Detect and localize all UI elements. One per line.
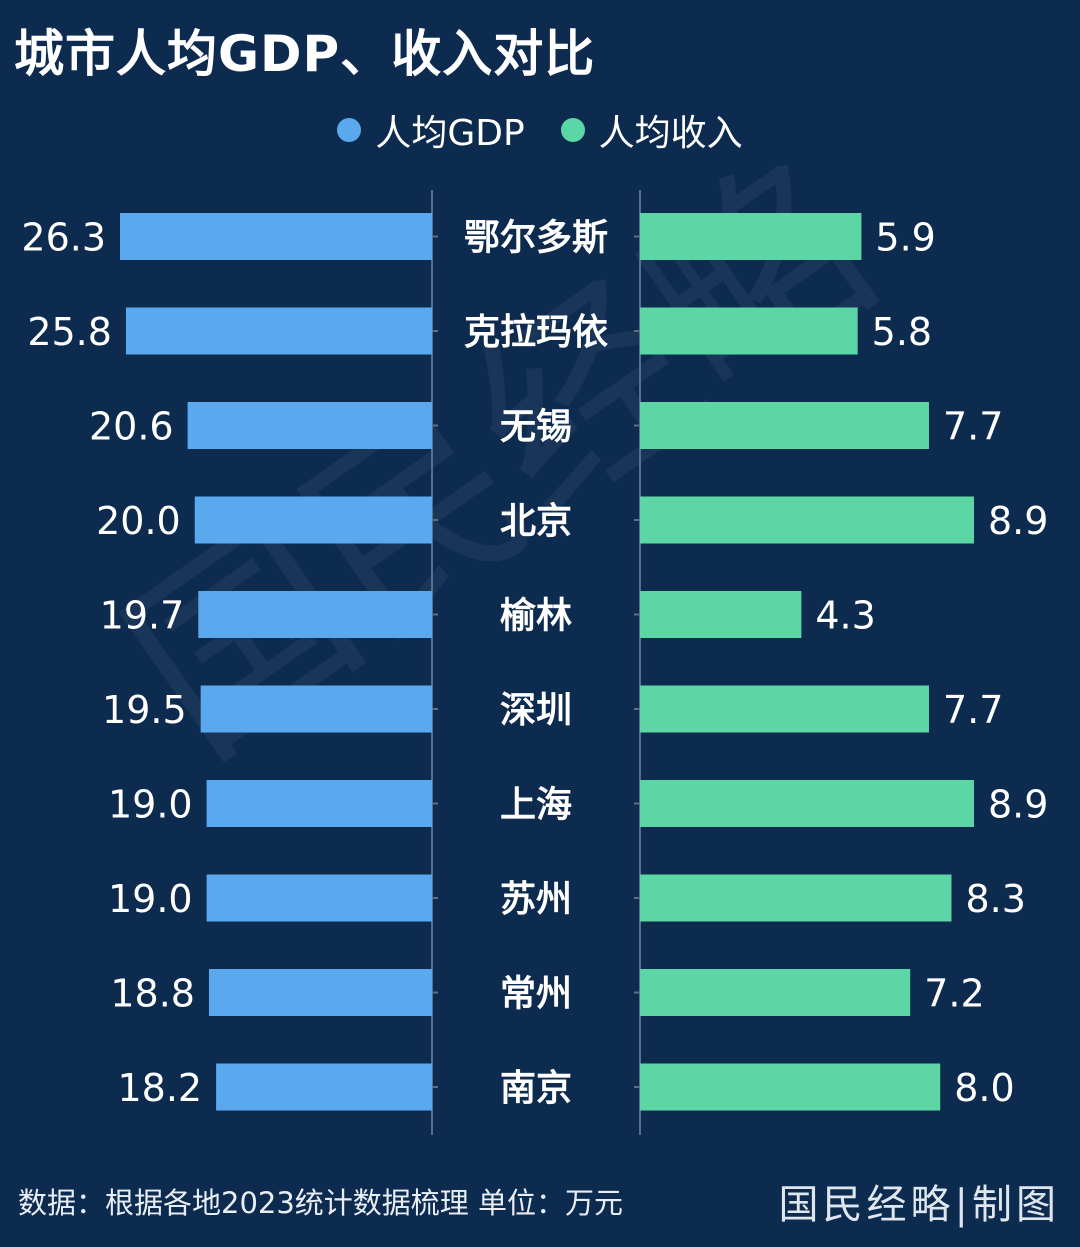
income-bar — [640, 307, 858, 355]
category-label: 苏州 — [500, 879, 572, 920]
gdp-value-label: 26.3 — [21, 216, 106, 260]
legend-income-label: 人均收入 — [598, 113, 743, 154]
footer-brand: 国民经略|制图 — [778, 1182, 1060, 1228]
legend-income-dot — [560, 118, 585, 142]
gdp-bar — [198, 591, 432, 638]
gdp-bar — [125, 307, 433, 355]
gdp-value-label: 20.6 — [89, 405, 174, 449]
income-bar — [640, 1063, 941, 1111]
category-label: 深圳 — [500, 690, 572, 731]
income-bar — [640, 591, 802, 638]
income-value-label: 7.2 — [924, 972, 984, 1016]
income-bar — [640, 685, 929, 733]
income-value-label: 5.9 — [875, 216, 935, 260]
category-label: 北京 — [500, 500, 572, 542]
gdp-value-label: 19.5 — [102, 688, 187, 732]
category-label: 常州 — [500, 974, 572, 1015]
gdp-bar — [194, 496, 432, 544]
legend-item-gdp: 人均GDP — [337, 104, 525, 156]
income-value-label: 8.9 — [988, 499, 1048, 543]
category-label: 无锡 — [500, 407, 572, 448]
income-value-label: 8.9 — [988, 783, 1048, 827]
footer-source-note: 数据：根据各地2023统计数据梳理 单位：万元 — [18, 1186, 624, 1220]
income-bar — [640, 969, 911, 1016]
gdp-bar — [216, 1063, 432, 1111]
gdp-value-label: 20.0 — [96, 499, 181, 543]
butterfly-bar-chart: 26.3 5.9 鄂尔多斯 25.8 5.8 克拉玛依 20.6 7.7 无锡 20.0 8.9 北京… — [21, 190, 1048, 1135]
income-bar — [640, 874, 952, 922]
gdp-value-label: 19.0 — [108, 877, 193, 921]
income-bar — [640, 496, 974, 544]
gdp-bar — [208, 969, 432, 1016]
income-value-label: 4.3 — [815, 594, 875, 638]
legend: 人均GDP 人均收入 — [0, 108, 1080, 154]
gdp-value-label: 19.0 — [108, 783, 193, 827]
income-value-label: 8.0 — [954, 1066, 1014, 1110]
income-value-label: 7.7 — [943, 405, 1003, 449]
income-value-label: 8.3 — [965, 877, 1025, 921]
page-title: 城市人均GDP、收入对比 — [14, 25, 596, 83]
category-label: 上海 — [500, 785, 572, 826]
income-bar — [640, 780, 974, 827]
gdp-bar — [206, 874, 432, 922]
gdp-value-label: 18.2 — [117, 1066, 202, 1110]
gdp-value-label: 18.8 — [110, 972, 195, 1016]
gdp-value-label: 19.7 — [100, 594, 185, 638]
category-label: 南京 — [500, 1067, 572, 1109]
income-value-label: 5.8 — [872, 310, 932, 354]
income-value-label: 7.7 — [943, 688, 1003, 732]
category-label: 榆林 — [500, 596, 572, 637]
legend-gdp-dot — [337, 118, 362, 142]
gdp-bar — [187, 402, 432, 449]
income-bar — [640, 213, 862, 260]
legend-gdp-label: 人均GDP — [375, 113, 525, 154]
gdp-value-label: 25.8 — [27, 310, 112, 354]
category-label: 克拉玛依 — [464, 312, 608, 353]
gdp-bar — [200, 685, 432, 733]
category-label: 鄂尔多斯 — [464, 218, 608, 259]
legend-item-income: 人均收入 — [560, 104, 743, 156]
gdp-bar — [206, 780, 432, 827]
income-bar — [640, 402, 929, 449]
gdp-bar — [120, 213, 432, 260]
